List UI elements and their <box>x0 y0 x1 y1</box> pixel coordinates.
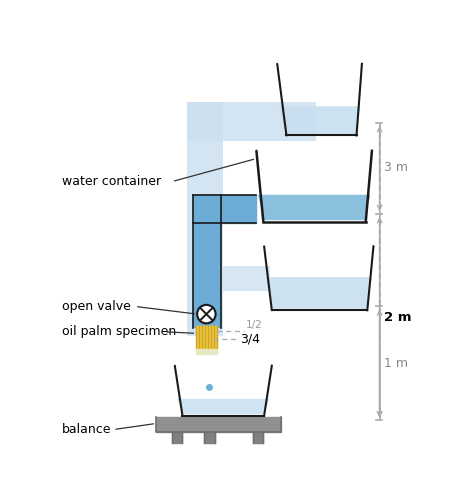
Text: 1/2: 1/2 <box>246 320 262 330</box>
Polygon shape <box>193 194 256 223</box>
Polygon shape <box>253 432 263 444</box>
Text: 1 m: 1 m <box>384 357 408 370</box>
Polygon shape <box>265 277 372 308</box>
Text: 3 m: 3 m <box>384 162 408 174</box>
Text: open valve: open valve <box>62 300 130 313</box>
Polygon shape <box>196 349 217 354</box>
Polygon shape <box>279 106 361 134</box>
Polygon shape <box>193 194 256 223</box>
Polygon shape <box>172 432 183 444</box>
Text: balance: balance <box>62 423 111 436</box>
Polygon shape <box>177 399 270 414</box>
Polygon shape <box>187 102 223 336</box>
Polygon shape <box>196 326 217 349</box>
Polygon shape <box>187 102 316 141</box>
Text: 2 m: 2 m <box>384 312 412 324</box>
Text: 3/4: 3/4 <box>240 332 260 345</box>
Polygon shape <box>223 266 270 291</box>
Polygon shape <box>204 432 215 444</box>
Text: oil palm specimen: oil palm specimen <box>62 326 176 338</box>
Polygon shape <box>156 416 281 432</box>
Polygon shape <box>193 194 221 328</box>
Text: water container: water container <box>62 175 161 188</box>
Circle shape <box>197 305 216 324</box>
Polygon shape <box>258 194 371 220</box>
